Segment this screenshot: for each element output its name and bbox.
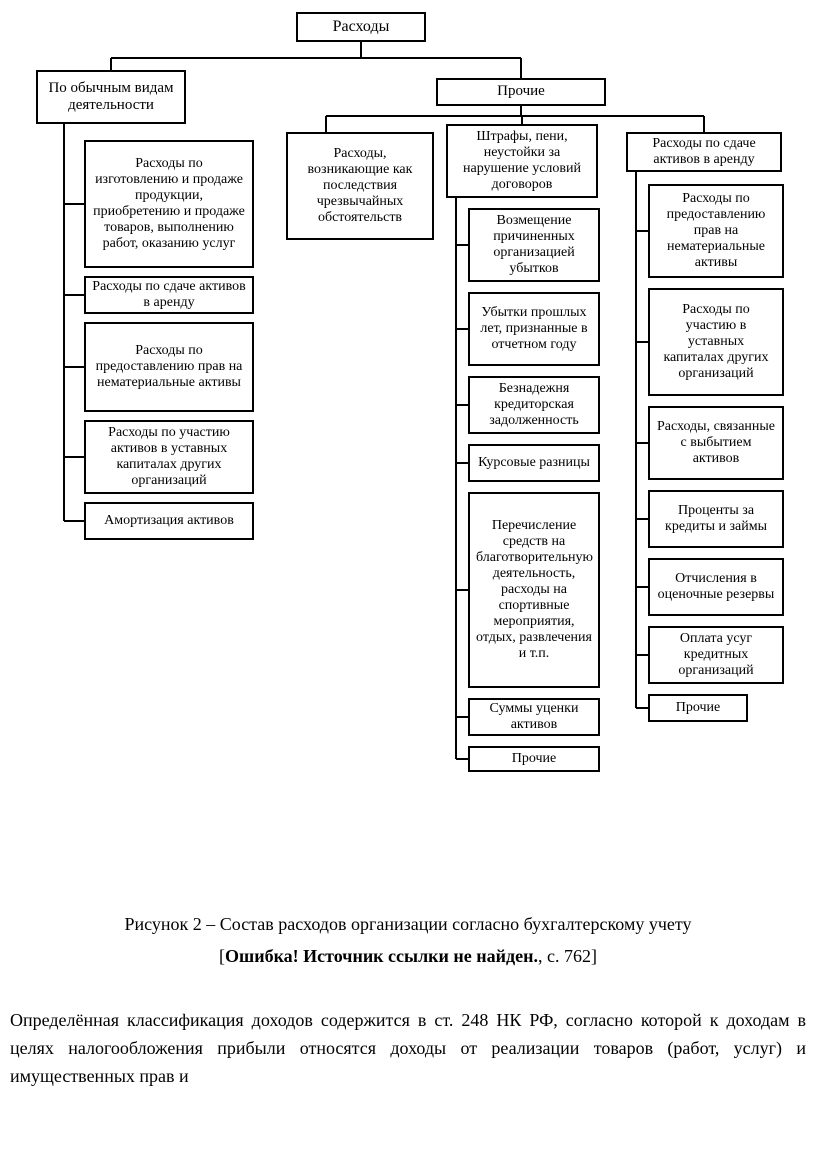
node-label: Отчисления в оценочные резервы: [656, 571, 776, 603]
node-col2-item: Убытки прошлых лет, признанные в отчетно…: [468, 292, 600, 366]
node-label: Прочие: [476, 751, 592, 767]
node-label: Расходы, связанные с выбытием активов: [656, 419, 776, 467]
node-label: По обычным видам деятельности: [44, 80, 178, 115]
node-label: Расходы по предоставлению прав на немате…: [656, 191, 776, 271]
caption-suffix: , с. 762]: [538, 946, 597, 966]
node-col3-item: Расходы по предоставлению прав на немате…: [648, 184, 784, 278]
node-left-item: Расходы по участию активов в уставных ка…: [84, 420, 254, 494]
body-paragraph: Определённая классификация доходов содер…: [6, 1007, 810, 1091]
node-label: Убытки прошлых лет, признанные в отчетно…: [476, 305, 592, 353]
node-label: Расходы по участию активов в уставных ка…: [92, 425, 246, 489]
node-col3-item: Отчисления в оценочные резервы: [648, 558, 784, 616]
node-col2-item: Курсовые разницы: [468, 444, 600, 482]
node-right-head: Прочие: [436, 78, 606, 106]
node-label: Перечисление средств на благотворительну…: [476, 518, 592, 663]
node-label: Расходы по предоставлению прав на немате…: [92, 343, 246, 391]
node-label: Прочие: [444, 83, 598, 100]
node-col3-item: Проценты за кредиты и займы: [648, 490, 784, 548]
node-col2-item: Суммы уценки активов: [468, 698, 600, 736]
node-col3-item: Расходы, связанные с выбытием активов: [648, 406, 784, 480]
node-label: Оплата усуг кредитных организаций: [656, 631, 776, 679]
node-col2-head: Штрафы, пени, неустойки за нарушение усл…: [446, 124, 598, 198]
node-left-item: Расходы по сдаче активов в аренду: [84, 276, 254, 314]
node-col2-item: Перечисление средств на благотворительну…: [468, 492, 600, 688]
node-root: Расходы: [296, 12, 426, 42]
caption-line1: Рисунок 2 – Состав расходов организации …: [6, 908, 810, 940]
caption-error: Ошибка! Источник ссылки не найден.: [225, 946, 538, 966]
node-label: Амортизация активов: [92, 513, 246, 529]
node-col2-item: Возмещение причиненных организацией убыт…: [468, 208, 600, 282]
node-label: Расходы, возникающие как последствия чре…: [294, 146, 426, 226]
node-label: Расходы по изготовлению и продаже продук…: [92, 156, 246, 253]
node-col2-item: Прочие: [468, 746, 600, 772]
figure-caption: Рисунок 2 – Состав расходов организации …: [6, 908, 810, 973]
expense-tree-diagram: Расходы По обычным видам деятельности Ра…: [6, 10, 810, 890]
node-col3-item: Прочие: [648, 694, 748, 722]
node-label: Суммы уценки активов: [476, 701, 592, 733]
node-label: Курсовые разницы: [476, 455, 592, 471]
node-label: Прочие: [656, 700, 740, 716]
node-label: Расходы по сдаче активов в аренду: [634, 136, 774, 168]
node-left-head: По обычным видам деятельности: [36, 70, 186, 124]
node-label: Расходы: [304, 18, 418, 36]
node-left-item: Амортизация активов: [84, 502, 254, 540]
node-label: Проценты за кредиты и займы: [656, 503, 776, 535]
node-col2-item: Безнадежня кредиторская задолженность: [468, 376, 600, 434]
caption-line2: [Ошибка! Источник ссылки не найден., с. …: [6, 940, 810, 972]
node-label: Расходы по участию в уставных капиталах …: [656, 302, 776, 382]
node-col3-item: Расходы по участию в уставных капиталах …: [648, 288, 784, 396]
node-label: Расходы по сдаче активов в аренду: [92, 279, 246, 311]
node-left-item: Расходы по предоставлению прав на немате…: [84, 322, 254, 412]
node-col3-item: Оплата усуг кредитных организаций: [648, 626, 784, 684]
node-label: Штрафы, пени, неустойки за нарушение усл…: [454, 129, 590, 193]
node-col1: Расходы, возникающие как последствия чре…: [286, 132, 434, 240]
node-left-item: Расходы по изготовлению и продаже продук…: [84, 140, 254, 268]
node-label: Возмещение причиненных организацией убыт…: [476, 213, 592, 277]
node-label: Безнадежня кредиторская задолженность: [476, 381, 592, 429]
node-col3-head: Расходы по сдаче активов в аренду: [626, 132, 782, 172]
